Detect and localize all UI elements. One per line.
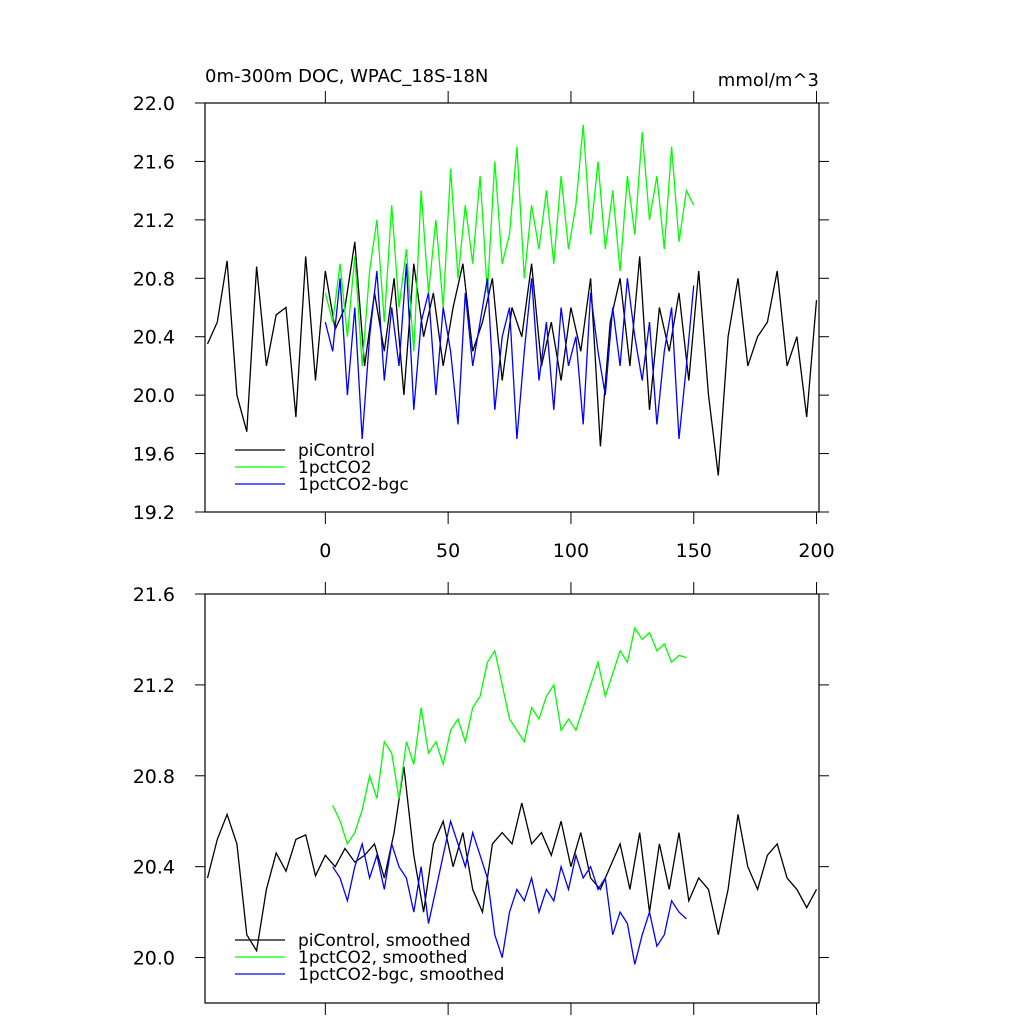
y-tick-label: 21.2 (133, 675, 175, 697)
series-line (324, 124, 695, 366)
y-tick-label: 20.8 (133, 766, 175, 788)
x-tick-label: 50 (436, 540, 460, 562)
series-line (206, 766, 818, 953)
x-tick-label: 0 (319, 540, 331, 562)
y-tick-label: 19.6 (133, 444, 175, 466)
legend-label: 1pctCO2 (298, 458, 372, 478)
plot-frame (204, 593, 820, 1004)
y-tick-label: 21.6 (133, 584, 175, 606)
legend-label: 1pctCO2-bgc, smoothed (298, 965, 504, 985)
x-tick-label: 150 (676, 540, 712, 562)
series-line (332, 626, 687, 846)
y-tick-label: 20.0 (133, 948, 175, 970)
series-line (332, 818, 687, 965)
y-tick-label: 22.0 (133, 93, 175, 115)
y-tick-label: 20.8 (133, 268, 175, 290)
legend-label: 1pctCO2, smoothed (298, 948, 467, 968)
chart-title: 0m-300m DOC, WPAC_18S-18N (205, 66, 488, 87)
y-tick-label: 20.4 (133, 857, 175, 879)
legend-label: piControl, smoothed (298, 931, 471, 951)
x-tick-label: 200 (798, 540, 834, 562)
legend-label: 1pctCO2-bgc (298, 475, 409, 495)
y-tick-label: 21.2 (133, 210, 175, 232)
units-label: mmol/m^3 (718, 70, 819, 91)
plot-frame (204, 102, 820, 513)
y-tick-label: 19.2 (133, 502, 175, 524)
x-tick-label: 100 (553, 540, 589, 562)
series-line (206, 241, 818, 476)
y-tick-label: 21.6 (133, 151, 175, 173)
y-tick-label: 20.4 (133, 327, 175, 349)
series-line (324, 263, 695, 440)
legend-label: piControl (298, 441, 375, 461)
y-tick-label: 20.0 (133, 385, 175, 407)
